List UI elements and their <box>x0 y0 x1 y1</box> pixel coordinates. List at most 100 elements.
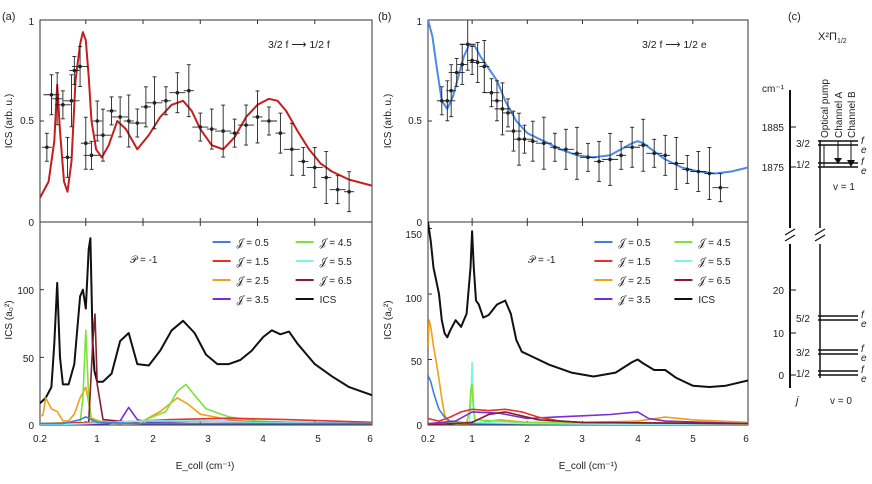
series-line-j05 <box>40 416 372 425</box>
data-point <box>255 115 260 119</box>
data-point <box>500 107 505 111</box>
parity-label: e <box>861 374 867 385</box>
energy-tick-label: 10 <box>773 329 785 340</box>
data-point <box>575 151 579 156</box>
j-level-label: 1/2 <box>796 369 810 380</box>
panel-b-top: 3/2 f ⟶ 1/2 e ICS (arb. u.) 1 0.5 0 <box>383 17 749 229</box>
y-axis-label: ICS (arb. u.) <box>4 94 15 148</box>
x-tick-label: 4 <box>635 434 641 445</box>
data-point <box>696 169 701 174</box>
x-tick-label: 1 <box>469 434 475 445</box>
panel-a-top: 3/2 f ⟶ 1/2 f ICS (arb. u.) 1 0.5 0 <box>4 17 373 229</box>
parity-label: f <box>861 157 865 168</box>
j-level-label: 3/2 <box>796 139 810 150</box>
channel-label: Channel B <box>847 91 858 138</box>
y-axis-label: ICS (a₀²) <box>4 300 15 339</box>
axis-break <box>784 228 796 236</box>
data-point <box>83 141 88 146</box>
data-point <box>278 131 283 135</box>
data-point <box>72 68 77 73</box>
data-point <box>290 147 294 152</box>
legend-label-j65: 𝒥 = 6.5 <box>698 276 731 287</box>
data-point <box>522 137 527 141</box>
j-level-label: 5/2 <box>796 314 810 325</box>
data-point <box>707 171 712 176</box>
data-point <box>55 96 59 101</box>
data-point <box>232 131 237 135</box>
y-axis-label: ICS (a₀²) <box>383 300 394 339</box>
axis-break <box>814 228 826 236</box>
x-tick-label: 6 <box>367 434 373 445</box>
data-point <box>152 101 157 105</box>
y-tick-label: 1 <box>416 17 422 28</box>
energy-tick-label: 0 <box>778 371 784 382</box>
legend-label-j55: 𝒥 = 5.5 <box>320 257 353 268</box>
panel-a-bottom: 𝒥 = 0.5 𝒥 = 4.5 𝒥 = 1.5 𝒥 = 5.5 𝒥 = 2.5 𝒥 = 6… <box>4 221 373 472</box>
energy-level-diagram: X²Π1/2 cm⁻¹ 1885 1875 20 10 0 3/2 1/2 f … <box>762 31 867 407</box>
data-point <box>460 62 465 67</box>
series-line-j05 <box>428 374 748 425</box>
data-point <box>511 129 516 133</box>
y-tick-label: 0 <box>28 421 34 432</box>
data-point <box>69 99 74 103</box>
legend-label-j05: 𝒥 = 0.5 <box>237 238 270 249</box>
data-point <box>49 92 54 97</box>
data-point <box>454 70 459 75</box>
parity-label: f <box>861 136 865 147</box>
y-tick-label: 1 <box>28 17 34 28</box>
energy-tick-label: 1875 <box>762 163 785 174</box>
data-point <box>586 155 590 160</box>
parity-label: f <box>861 365 865 376</box>
y-tick-label: 50 <box>23 354 35 365</box>
data-point <box>542 141 546 146</box>
data-point <box>164 99 168 103</box>
unit-label: cm⁻¹ <box>762 84 785 95</box>
legend-label-j45: 𝒥 = 4.5 <box>320 238 353 249</box>
energy-tick-label: 1885 <box>762 123 785 134</box>
series-line-j65 <box>428 411 748 425</box>
plot-frame <box>427 221 749 426</box>
data-point <box>718 185 723 190</box>
data-point <box>324 175 329 180</box>
series-line-j25 <box>428 319 748 425</box>
data-point <box>619 153 623 158</box>
panel-label-c: (c) <box>788 11 801 23</box>
y-tick-label: 150 <box>405 230 422 241</box>
legend-label-j05: 𝒥 = 0.5 <box>618 238 651 249</box>
data-point <box>553 145 557 150</box>
data-point <box>95 119 100 123</box>
data-point <box>198 125 203 129</box>
parity-label: f <box>861 310 865 321</box>
x-tick-label: 6 <box>743 434 749 445</box>
y-tick-label: 100 <box>17 286 34 297</box>
x-axis-label: E_coll (cm⁻¹) <box>559 461 618 472</box>
y-tick-label: 100 <box>405 294 422 305</box>
y-axis-label: ICS (arb. u.) <box>383 94 394 148</box>
parity-label: 𝒫 = -1 <box>130 255 158 266</box>
x-tick-label: 5 <box>690 434 696 445</box>
axis-break <box>814 234 826 242</box>
legend-label-ics: ICS <box>698 295 715 306</box>
data-point <box>45 145 49 150</box>
series-line-fit <box>428 20 748 175</box>
panel-label-a: (a) <box>2 11 15 23</box>
x-tick-label: 4 <box>260 434 266 445</box>
data-point <box>495 99 499 103</box>
data-point <box>674 161 679 166</box>
x-tick-label: 0.2 <box>421 434 435 445</box>
legend-label-j35: 𝒥 = 3.5 <box>237 295 270 306</box>
series-line-j45 <box>428 383 748 425</box>
data-point <box>489 90 494 95</box>
data-point <box>78 64 82 69</box>
data-point <box>61 103 65 107</box>
data-point <box>267 119 271 123</box>
y-tick-label: 0 <box>416 218 422 229</box>
legend-label-j35: 𝒥 = 3.5 <box>618 295 651 306</box>
x-tick-label: 5 <box>315 434 321 445</box>
series-line-j25 <box>40 386 372 425</box>
plot-area <box>428 20 748 203</box>
data-point <box>445 99 450 103</box>
legend-label-j25: 𝒥 = 2.5 <box>618 276 651 287</box>
vibrational-label: v = 0 <box>830 396 852 407</box>
